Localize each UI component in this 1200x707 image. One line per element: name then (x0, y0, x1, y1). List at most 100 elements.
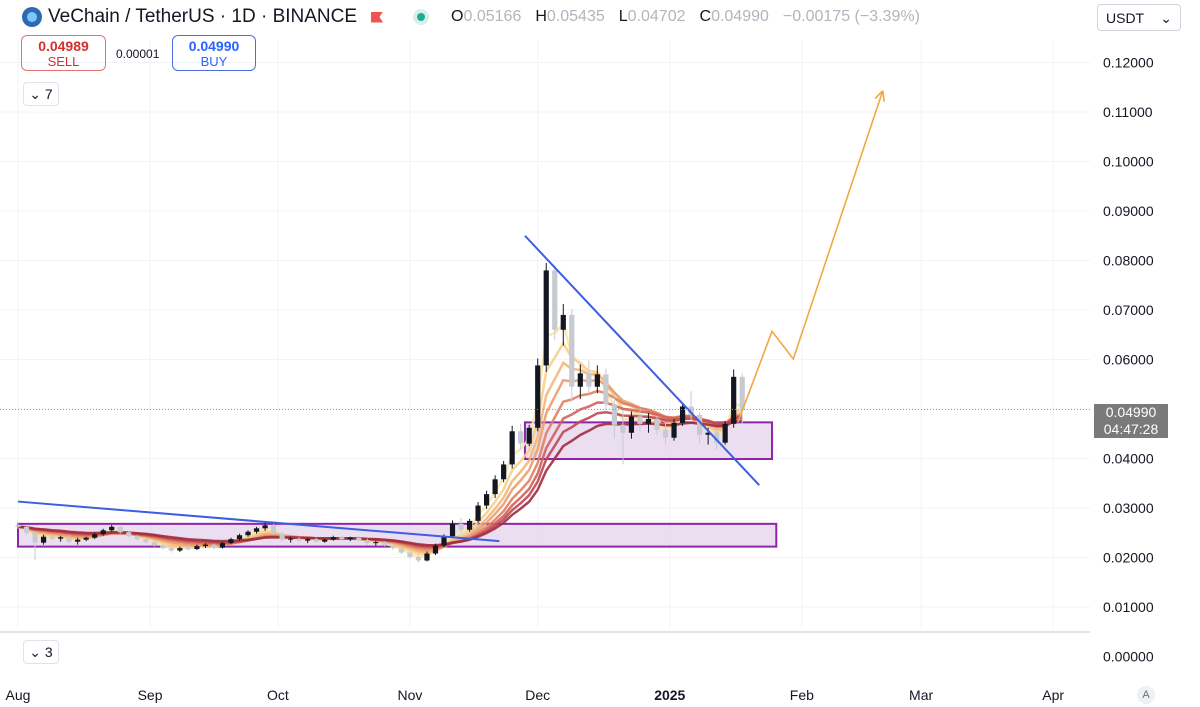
candle-body (466, 520, 473, 530)
candle (373, 540, 379, 546)
candle-body (262, 525, 268, 529)
candle-body (75, 539, 81, 542)
candle (628, 411, 635, 439)
candle (671, 418, 677, 441)
candle-body (58, 537, 64, 539)
candle (679, 403, 686, 426)
currency-value: USDT (1106, 10, 1145, 26)
candle-body (432, 545, 439, 554)
chevron-down-icon: ⌄ (1160, 10, 1172, 26)
price-tick-label: 0.01000 (1103, 599, 1154, 615)
price-tick-label: 0.00000 (1103, 649, 1154, 665)
candle (330, 535, 336, 541)
candle (236, 533, 243, 541)
candle-body (424, 553, 430, 561)
candle (151, 540, 157, 547)
price-axis: 0.12000 0.11000 0.10000 0.09000 0.08000 0.070… (1103, 55, 1154, 665)
candle (731, 369, 737, 428)
candle-body (236, 535, 243, 540)
candle-body (518, 431, 524, 444)
price-tick-label: 0.11000 (1103, 104, 1153, 120)
sell-button[interactable]: 0.04989 SELL (21, 35, 106, 71)
candle-body (296, 538, 302, 541)
candle-body (398, 548, 404, 553)
candle-body (92, 534, 98, 538)
candle-body (143, 539, 149, 543)
time-tick-label: Feb (790, 687, 814, 703)
candle (211, 543, 217, 550)
buy-price: 0.04990 (188, 38, 240, 54)
candle-body (279, 533, 285, 540)
candle (381, 541, 387, 547)
trendline (17, 500, 500, 543)
candle (662, 423, 669, 445)
indicators-toggle-button[interactable]: ⌄ 7 (23, 82, 59, 106)
spread-value: 0.00001 (116, 47, 160, 61)
candle-body (586, 373, 592, 387)
candle (347, 536, 353, 542)
candle-body (313, 539, 319, 542)
price-tick-label: 0.06000 (1103, 352, 1154, 368)
candle-body (40, 536, 47, 543)
change-value: −0.00175 (−3.39%) (782, 8, 920, 25)
last-price-tag: 0.04990 (1094, 404, 1168, 421)
candle-body (330, 537, 336, 540)
candle-body (151, 542, 157, 546)
market-status-icon[interactable] (417, 13, 426, 21)
candle-body (628, 416, 635, 433)
candle-body (100, 530, 106, 535)
candle-body (722, 423, 728, 443)
candle-body (15, 525, 21, 527)
candle-body (535, 365, 541, 428)
price-tick-label: 0.12000 (1103, 55, 1154, 71)
candle-body (407, 552, 413, 558)
flag-icon[interactable] (371, 11, 384, 23)
open-label: O (451, 8, 464, 25)
time-axis: Aug Sep Oct Nov Dec 2025 Feb Mar Apr (6, 687, 1065, 703)
candle (552, 265, 558, 340)
symbol-title[interactable]: VeChain / TetherUS · 1D · BINANCE (48, 6, 358, 27)
candle (305, 537, 311, 544)
candle (484, 490, 490, 509)
candle-body (415, 557, 422, 561)
candle (279, 532, 285, 542)
candle (620, 409, 626, 465)
candle (466, 518, 473, 532)
candle-body (705, 432, 711, 435)
auto-scale-button[interactable]: A (1137, 686, 1155, 704)
candle (160, 543, 166, 550)
buy-button[interactable]: 0.04990 BUY (172, 35, 256, 71)
candle (83, 536, 89, 542)
candle (407, 550, 413, 559)
candle-body (603, 374, 609, 405)
lower-pane-toggle-button[interactable]: ⌄ 3 (23, 640, 59, 664)
candle (15, 521, 21, 529)
currency-select[interactable]: USDT ⌄ (1097, 4, 1181, 31)
candle-body (32, 532, 38, 543)
projection-arrowhead (874, 90, 884, 100)
high-label: H (535, 8, 547, 25)
candle-body (23, 526, 30, 533)
ohlc-legend: O 0.05166 H 0.05435 L 0.04702 C 0.04990 −0.0… (451, 8, 934, 26)
candle (577, 364, 583, 400)
price-tick-label: 0.08000 (1103, 253, 1154, 269)
price-tick-label: 0.03000 (1103, 500, 1154, 516)
candle-body (83, 537, 89, 540)
trendlines (17, 235, 760, 543)
candle-body (526, 427, 532, 444)
candle-body (560, 314, 566, 330)
candle-body (126, 532, 132, 537)
candle (739, 373, 745, 424)
candle (364, 538, 370, 546)
candle (75, 537, 81, 545)
price-tick-label: 0.07000 (1103, 302, 1154, 318)
candle (228, 537, 234, 545)
candles (15, 262, 745, 563)
candle (492, 475, 498, 499)
candle-body (458, 523, 464, 530)
candle-body (160, 545, 166, 549)
candle-body (390, 545, 396, 549)
candle (262, 522, 268, 531)
candle-body (509, 431, 515, 465)
